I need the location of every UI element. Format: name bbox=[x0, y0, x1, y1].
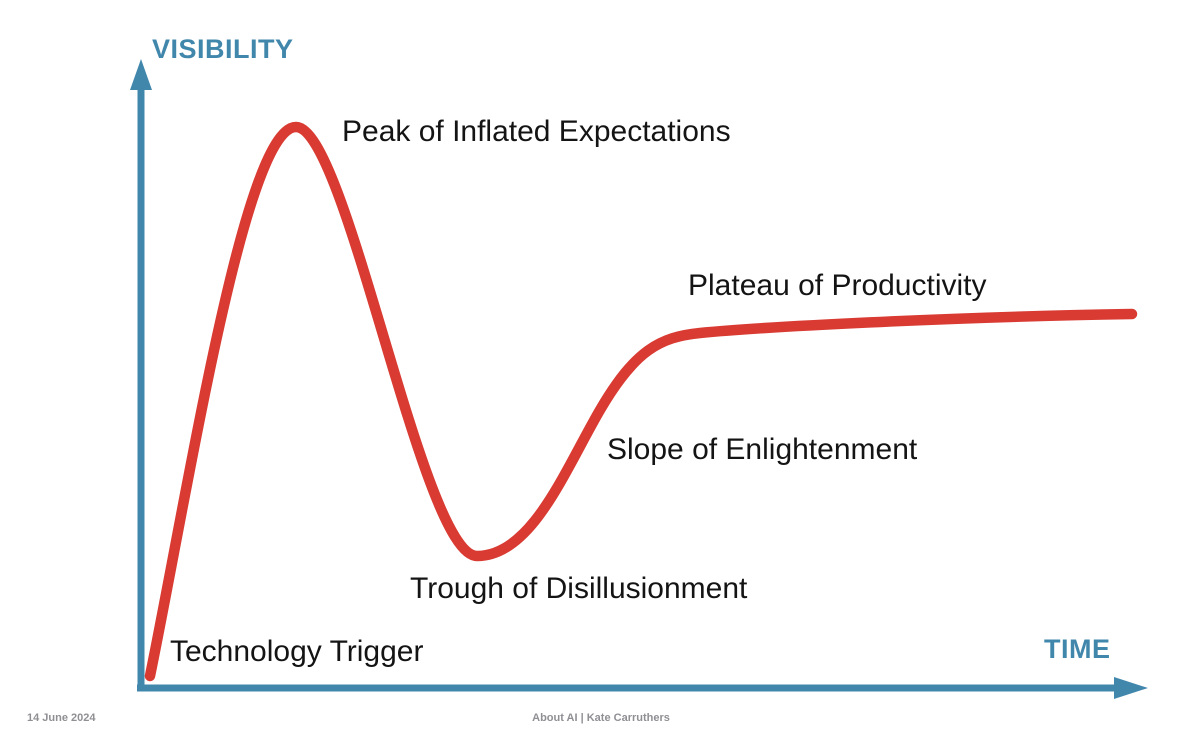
footer-date: 14 June 2024 bbox=[27, 712, 96, 724]
x-axis-arrowhead-icon bbox=[1114, 677, 1148, 699]
phase-label-slope-of-enlightenment: Slope of Enlightenment bbox=[607, 433, 918, 466]
footer-attribution: About AI | Kate Carruthers bbox=[532, 712, 670, 724]
phase-label-plateau-of-productivity: Plateau of Productivity bbox=[688, 269, 987, 302]
y-axis-label: VISIBILITY bbox=[152, 34, 294, 64]
phase-label-technology-trigger: Technology Trigger bbox=[170, 635, 424, 668]
x-axis-label: TIME bbox=[1044, 634, 1111, 664]
phase-label-peak-of-inflated-expectations: Peak of Inflated Expectations bbox=[342, 115, 731, 148]
phase-label-trough-of-disillusionment: Trough of Disillusionment bbox=[410, 572, 748, 605]
y-axis-arrowhead-icon bbox=[130, 59, 152, 90]
hype-cycle-curve bbox=[144, 121, 1138, 682]
